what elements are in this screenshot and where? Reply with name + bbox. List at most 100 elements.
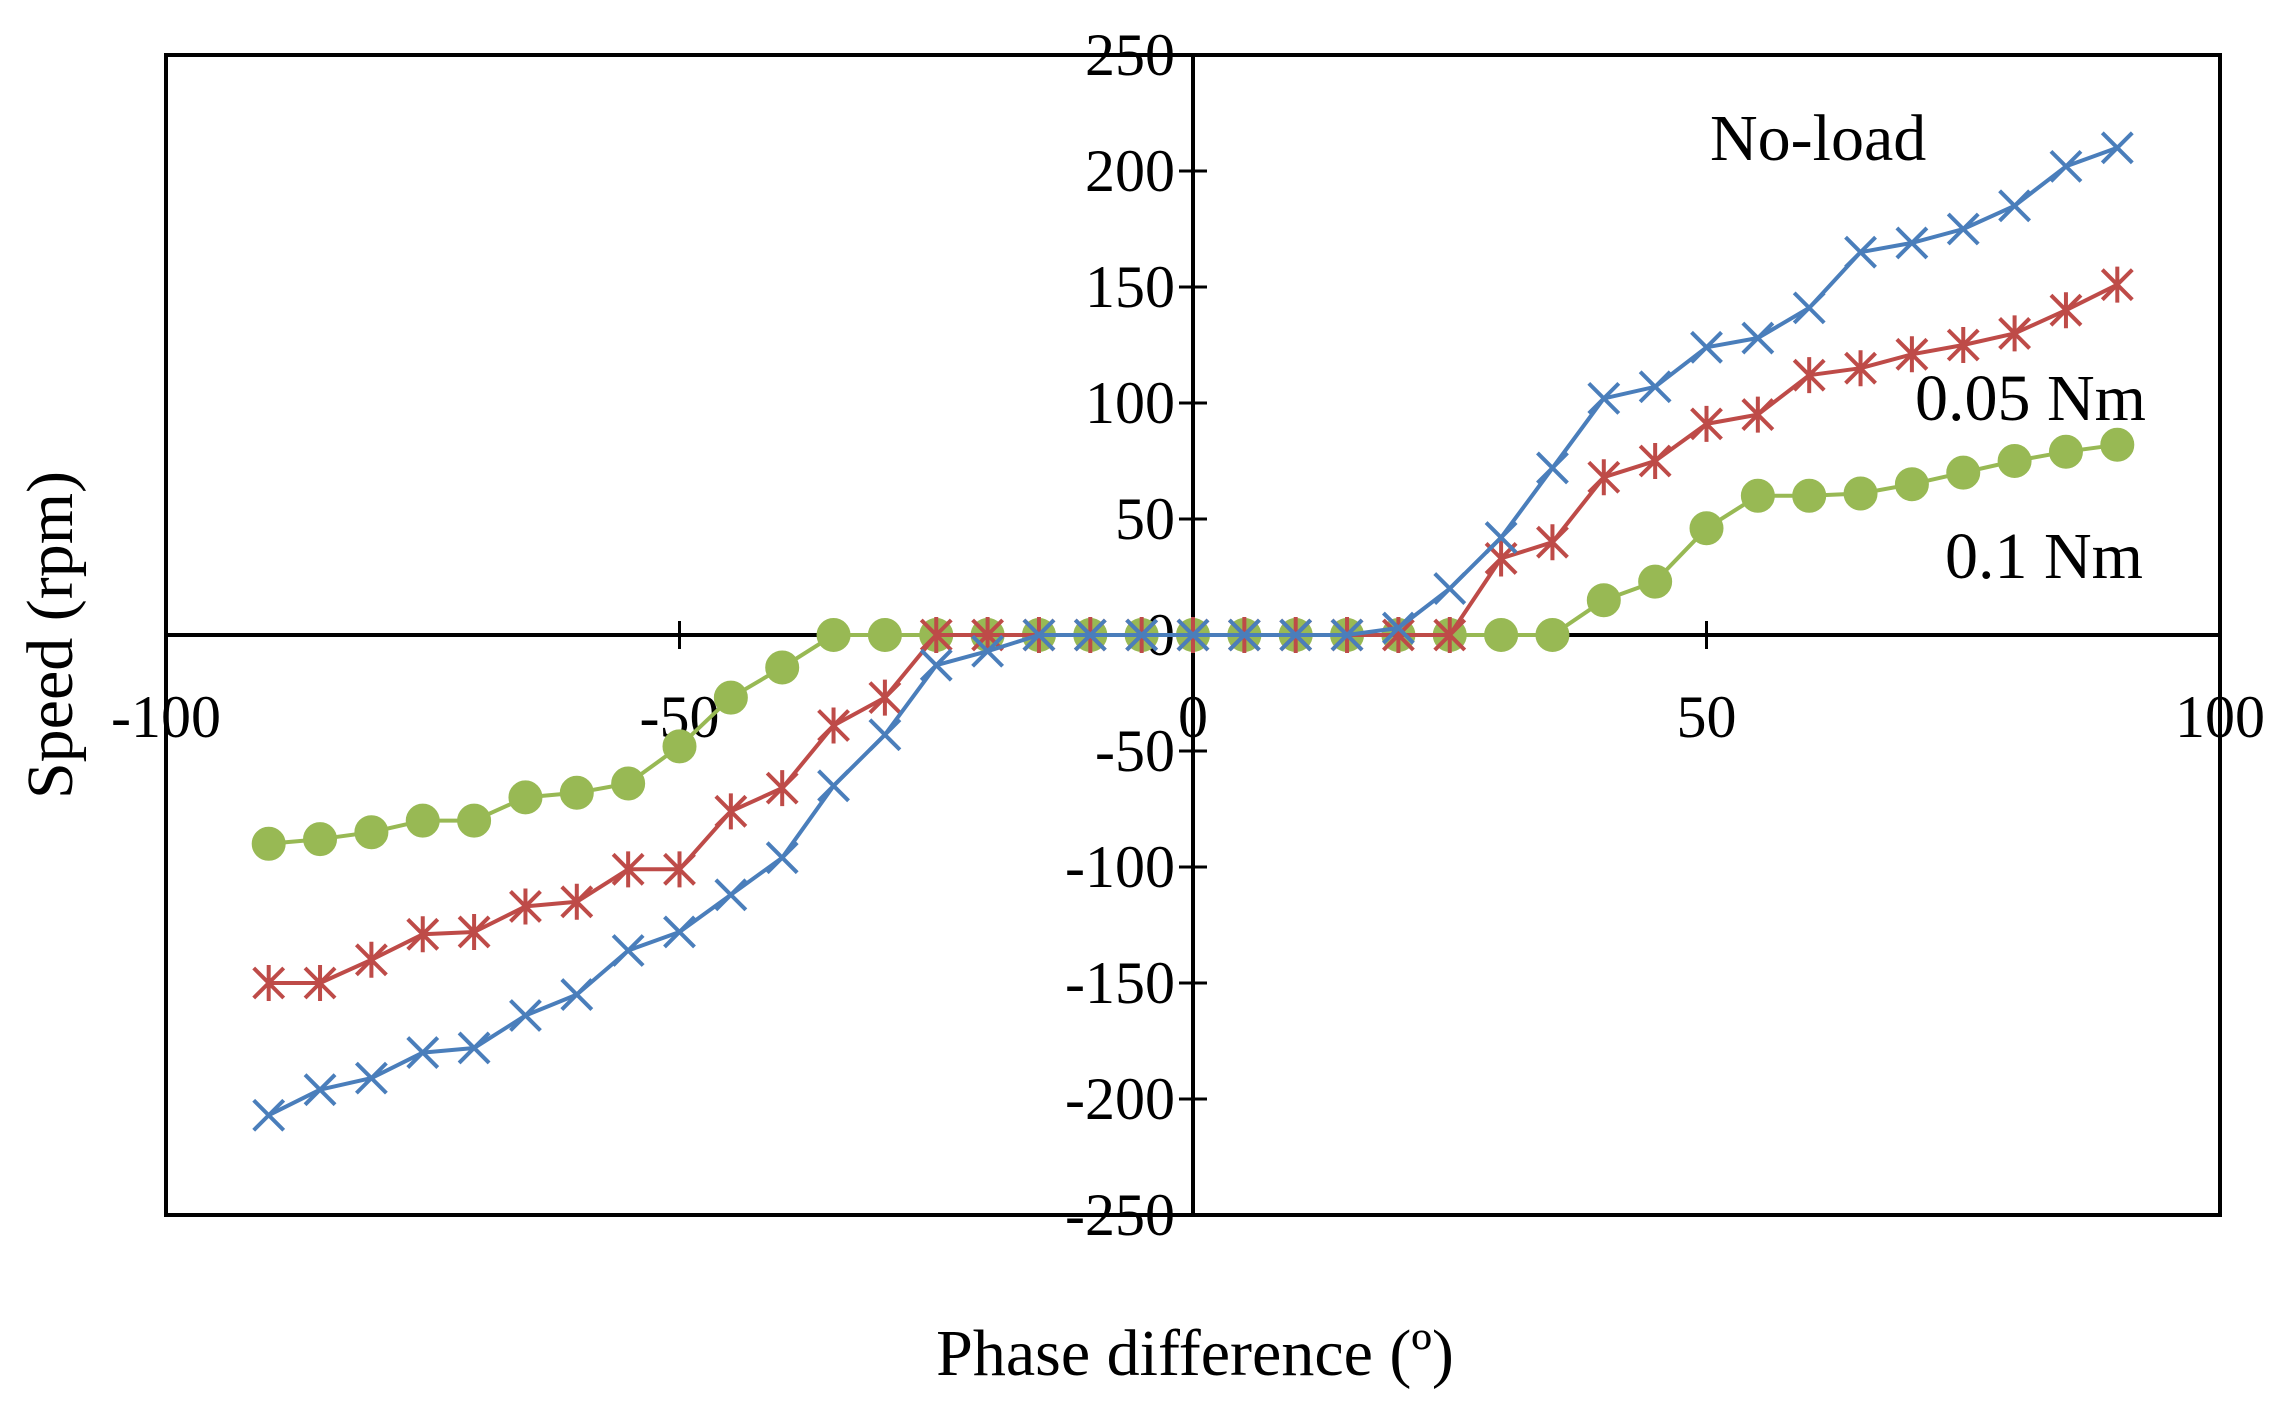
data-point: [1484, 521, 1518, 554]
data-point: [2049, 149, 2083, 183]
y-tick-label: 50: [1115, 486, 1175, 552]
data-point: [559, 775, 594, 810]
data-point: [1433, 572, 1467, 606]
data-point: [1689, 511, 1724, 546]
data-point: [1125, 618, 1159, 652]
x-axis-title: Phase difference (º): [936, 1317, 1454, 1390]
data-point: [252, 965, 286, 1001]
data-point: [816, 618, 851, 652]
data-point: [406, 1036, 440, 1070]
data-point: [2100, 427, 2135, 462]
data-point: [303, 965, 337, 1001]
data-point: [1792, 357, 1826, 394]
data-point: [611, 934, 645, 967]
data-point: [611, 766, 646, 801]
data-point: [714, 793, 748, 830]
data-point: [2048, 434, 2083, 469]
data-point: [354, 941, 388, 978]
data-point: [303, 822, 338, 857]
data-point: [1484, 618, 1519, 652]
data-point: [1381, 617, 1415, 653]
data-point: [1998, 315, 2032, 352]
data-point: [1638, 370, 1672, 404]
data-point: [611, 851, 645, 888]
data-point: [971, 634, 1005, 668]
x-tick-label: -100: [111, 684, 221, 750]
data-point: [1330, 618, 1364, 652]
data-point: [509, 888, 542, 925]
x-tick-label: 100: [2175, 684, 2265, 750]
data-point: [1741, 321, 1775, 355]
y-tick-label: 200: [1085, 138, 1175, 204]
data-point: [971, 617, 1005, 653]
data-point: [868, 679, 902, 716]
data-point: [868, 718, 902, 752]
data-point: [1792, 291, 1826, 325]
data-point: [1073, 618, 1107, 652]
data-point: [405, 803, 440, 838]
y-tick-label: 100: [1085, 370, 1175, 436]
data-point: [919, 648, 953, 682]
data-point: [354, 815, 389, 850]
data-point: [1536, 451, 1569, 485]
data-point: [1587, 459, 1621, 496]
series-no-load: [252, 131, 2134, 1132]
data-point: [1741, 396, 1775, 433]
data-point: [663, 915, 696, 949]
data-point: [817, 769, 850, 803]
data-point: [1535, 618, 1570, 652]
data-point: [1279, 618, 1313, 652]
annotation-0-1-nm: 0.1 Nm: [1945, 520, 2143, 593]
data-point: [867, 618, 902, 652]
y-tick-label: -200: [1065, 1066, 1175, 1132]
y-tick-label: 150: [1085, 254, 1175, 320]
data-point: [1946, 212, 1980, 246]
annotation-0-05-nm: 0.05 Nm: [1915, 362, 2146, 435]
data-point: [2100, 131, 2134, 165]
y-axis-title: Speed (rpm): [14, 471, 87, 799]
data-point: [1997, 444, 2032, 478]
data-point: [765, 841, 799, 875]
y-tick-label: 250: [1085, 22, 1175, 88]
data-point: [509, 999, 542, 1032]
data-point: [1844, 235, 1877, 269]
data-point: [2100, 266, 2134, 303]
data-point: [1586, 583, 1621, 618]
data-point: [919, 617, 953, 653]
data-point: [1536, 524, 1569, 561]
data-point: [251, 826, 286, 861]
data-point: [303, 1073, 337, 1107]
data-point: [1792, 478, 1827, 513]
data-point: [1740, 478, 1775, 513]
data-point: [1946, 327, 1980, 363]
data-point: [662, 729, 697, 764]
data-point: [1895, 226, 1929, 260]
data-point: [1843, 476, 1878, 511]
data-point: [1433, 617, 1467, 653]
data-point: [765, 770, 799, 807]
y-tick-label: -250: [1065, 1182, 1175, 1248]
data-point: [1844, 350, 1877, 387]
data-point: [1894, 467, 1929, 502]
axes: -100 -50 0 50 100-250-200-150-100-5005010015…: [111, 22, 2265, 1248]
data-point: [406, 916, 440, 953]
data-point: [1381, 611, 1415, 645]
y-tick-label: -150: [1065, 950, 1175, 1016]
data-point: [1638, 443, 1672, 479]
data-point: [713, 680, 748, 715]
data-point: [560, 883, 594, 920]
x-tick-label: 50: [1677, 684, 1737, 750]
data-point: [1176, 618, 1210, 652]
data-point: [1998, 189, 2032, 223]
data-point: [1022, 618, 1056, 652]
annotation-no-load: No-load: [1710, 102, 1926, 175]
data-point: [1690, 330, 1723, 364]
data-point: [1638, 564, 1673, 599]
data-point: [1690, 405, 1723, 442]
data-point: [457, 913, 491, 950]
data-point: [560, 978, 594, 1012]
data-point: [457, 803, 492, 838]
y-tick-label: -50: [1095, 718, 1175, 784]
data-point: [817, 707, 850, 744]
